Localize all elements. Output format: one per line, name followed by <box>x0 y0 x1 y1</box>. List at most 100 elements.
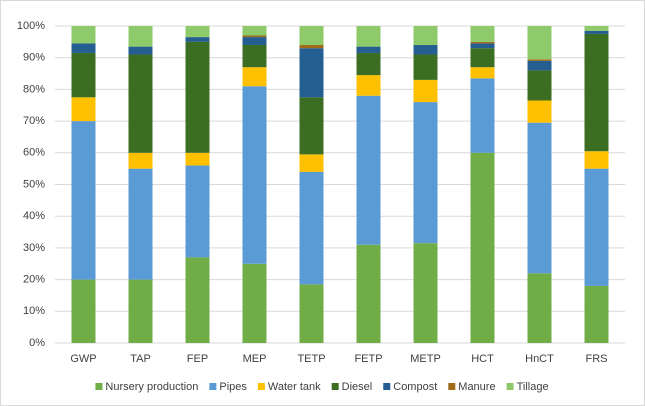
bar-segment <box>584 151 609 169</box>
bar-segment <box>185 26 210 38</box>
legend-swatch <box>331 383 339 390</box>
legend-label: Tillage <box>517 381 549 393</box>
x-tick-label: MEP <box>243 353 267 365</box>
y-tick-label: 70% <box>23 115 45 127</box>
bar-segment <box>527 100 552 123</box>
bar-segment <box>470 43 495 49</box>
y-tick-label: 80% <box>23 83 45 95</box>
bar-segment <box>413 243 438 343</box>
bar-segment <box>242 67 267 87</box>
y-tick-label: 10% <box>23 305 45 317</box>
x-tick-label: GWP <box>70 353 96 365</box>
x-tick-label: TAP <box>130 353 151 365</box>
bar-segment <box>128 279 153 343</box>
bar-segment <box>242 86 267 264</box>
bar-segment <box>185 152 210 166</box>
legend-swatch <box>506 383 514 390</box>
legend-label: Nursery production <box>105 381 198 393</box>
bar-segment <box>413 102 438 244</box>
bar-segment <box>299 171 324 285</box>
bar-segment <box>242 45 267 68</box>
legend-label: Diesel <box>342 381 373 393</box>
bar-segment <box>527 70 552 101</box>
x-tick-label: HCT <box>471 353 494 365</box>
bar-segment <box>413 79 438 103</box>
bar-segment <box>413 45 438 55</box>
x-tick-label: FEP <box>187 353 208 365</box>
bar-segment <box>527 59 552 61</box>
bar-segment <box>527 26 552 60</box>
legend-swatch <box>257 383 265 390</box>
legend-label: Manure <box>458 381 495 393</box>
bar-segment <box>584 26 609 31</box>
bar-segment <box>470 26 495 42</box>
bar-segment <box>299 97 324 155</box>
legend-label: Pipes <box>219 381 247 393</box>
y-tick-label: 30% <box>23 242 45 254</box>
bar-segment <box>71 121 96 280</box>
y-tick-label: 60% <box>23 147 45 159</box>
bar-segment <box>413 54 438 80</box>
bar-segment <box>128 26 153 47</box>
bar-segment <box>527 273 552 343</box>
y-tick-label: 50% <box>23 178 45 190</box>
legend-label: Water tank <box>268 381 321 393</box>
bar-segment <box>128 152 153 169</box>
bar-segment <box>356 244 381 343</box>
bar-segment <box>470 78 495 153</box>
bar-segment <box>584 33 609 152</box>
bar-segment <box>356 75 381 96</box>
bar-segment <box>299 48 324 98</box>
bar-segment <box>470 152 495 343</box>
x-tick-label: FRS <box>586 353 608 365</box>
bar-segment <box>299 284 324 343</box>
bar-segment <box>584 30 609 34</box>
legend-swatch <box>448 383 456 390</box>
legend-swatch <box>383 383 391 390</box>
bar-segment <box>71 97 96 122</box>
bar-segment <box>356 52 381 76</box>
bar-segment <box>185 41 210 153</box>
bar-segment <box>71 52 96 98</box>
y-tick-label: 0% <box>29 337 45 349</box>
y-tick-label: 40% <box>23 210 45 222</box>
bar-segment <box>470 67 495 79</box>
bar-segment <box>71 26 96 44</box>
bar-segment <box>185 257 210 343</box>
bar-segment <box>242 35 267 38</box>
x-tick-label: METP <box>410 353 441 365</box>
x-tick-label: HnCT <box>525 353 554 365</box>
y-tick-label: 90% <box>23 52 45 64</box>
y-tick-label: 100% <box>17 20 45 32</box>
legend-swatch <box>209 383 217 390</box>
bar-segment <box>128 168 153 280</box>
bar-segment <box>185 165 210 258</box>
bar-segment <box>299 154 324 172</box>
bar-segment <box>185 37 210 42</box>
bar-segment <box>242 263 267 343</box>
legend-swatch <box>95 383 103 390</box>
x-tick-label: TETP <box>297 353 325 365</box>
bar-segment <box>128 46 153 55</box>
bar-segment <box>584 285 609 343</box>
bar-segment <box>356 46 381 53</box>
bar-segment <box>413 26 438 46</box>
bar-segment <box>71 279 96 343</box>
bar-segment <box>527 60 552 71</box>
bar-segment <box>128 54 153 153</box>
y-tick-label: 20% <box>23 274 45 286</box>
x-tick-label: FETP <box>354 353 382 365</box>
bar-segment <box>71 43 96 53</box>
bar-segment <box>299 45 324 49</box>
bar-segment <box>242 37 267 46</box>
legend-label: Compost <box>393 381 437 393</box>
bar-segment <box>527 122 552 274</box>
bar-segment <box>470 41 495 44</box>
bar-segment <box>470 48 495 68</box>
bar-segment <box>584 168 609 286</box>
bar-segment <box>299 26 324 46</box>
bar-segment <box>356 95 381 245</box>
bar-segment <box>356 26 381 47</box>
bar-segment <box>242 26 267 36</box>
